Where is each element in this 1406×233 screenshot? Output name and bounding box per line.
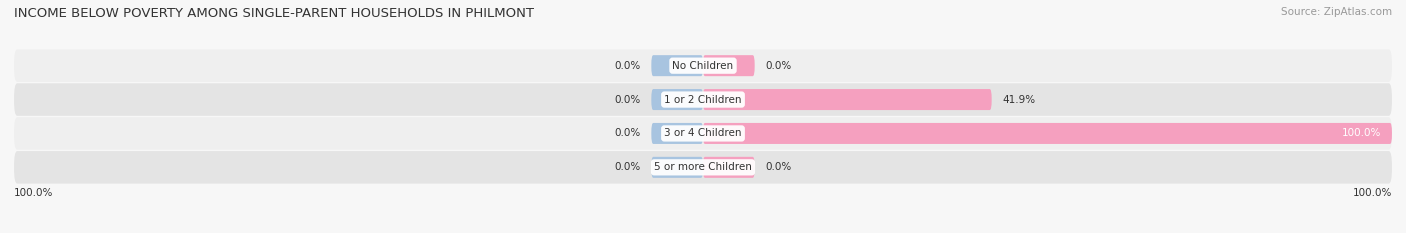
FancyBboxPatch shape [651,157,703,178]
FancyBboxPatch shape [703,55,755,76]
Text: 0.0%: 0.0% [614,128,641,138]
Text: Source: ZipAtlas.com: Source: ZipAtlas.com [1281,7,1392,17]
Text: No Children: No Children [672,61,734,71]
Text: 5 or more Children: 5 or more Children [654,162,752,172]
Text: 0.0%: 0.0% [614,61,641,71]
FancyBboxPatch shape [14,117,1392,150]
Text: 0.0%: 0.0% [765,162,792,172]
Text: 0.0%: 0.0% [614,95,641,105]
Text: 41.9%: 41.9% [1002,95,1035,105]
FancyBboxPatch shape [703,89,991,110]
FancyBboxPatch shape [14,83,1392,116]
FancyBboxPatch shape [14,49,1392,82]
Text: 100.0%: 100.0% [14,188,53,198]
Text: 100.0%: 100.0% [1343,128,1382,138]
FancyBboxPatch shape [651,89,703,110]
Text: 0.0%: 0.0% [765,61,792,71]
FancyBboxPatch shape [14,151,1392,184]
FancyBboxPatch shape [703,157,755,178]
Text: 0.0%: 0.0% [614,162,641,172]
FancyBboxPatch shape [651,55,703,76]
FancyBboxPatch shape [651,123,703,144]
Text: INCOME BELOW POVERTY AMONG SINGLE-PARENT HOUSEHOLDS IN PHILMONT: INCOME BELOW POVERTY AMONG SINGLE-PARENT… [14,7,534,20]
Text: 3 or 4 Children: 3 or 4 Children [664,128,742,138]
Text: 100.0%: 100.0% [1353,188,1392,198]
FancyBboxPatch shape [703,123,1392,144]
Text: 1 or 2 Children: 1 or 2 Children [664,95,742,105]
